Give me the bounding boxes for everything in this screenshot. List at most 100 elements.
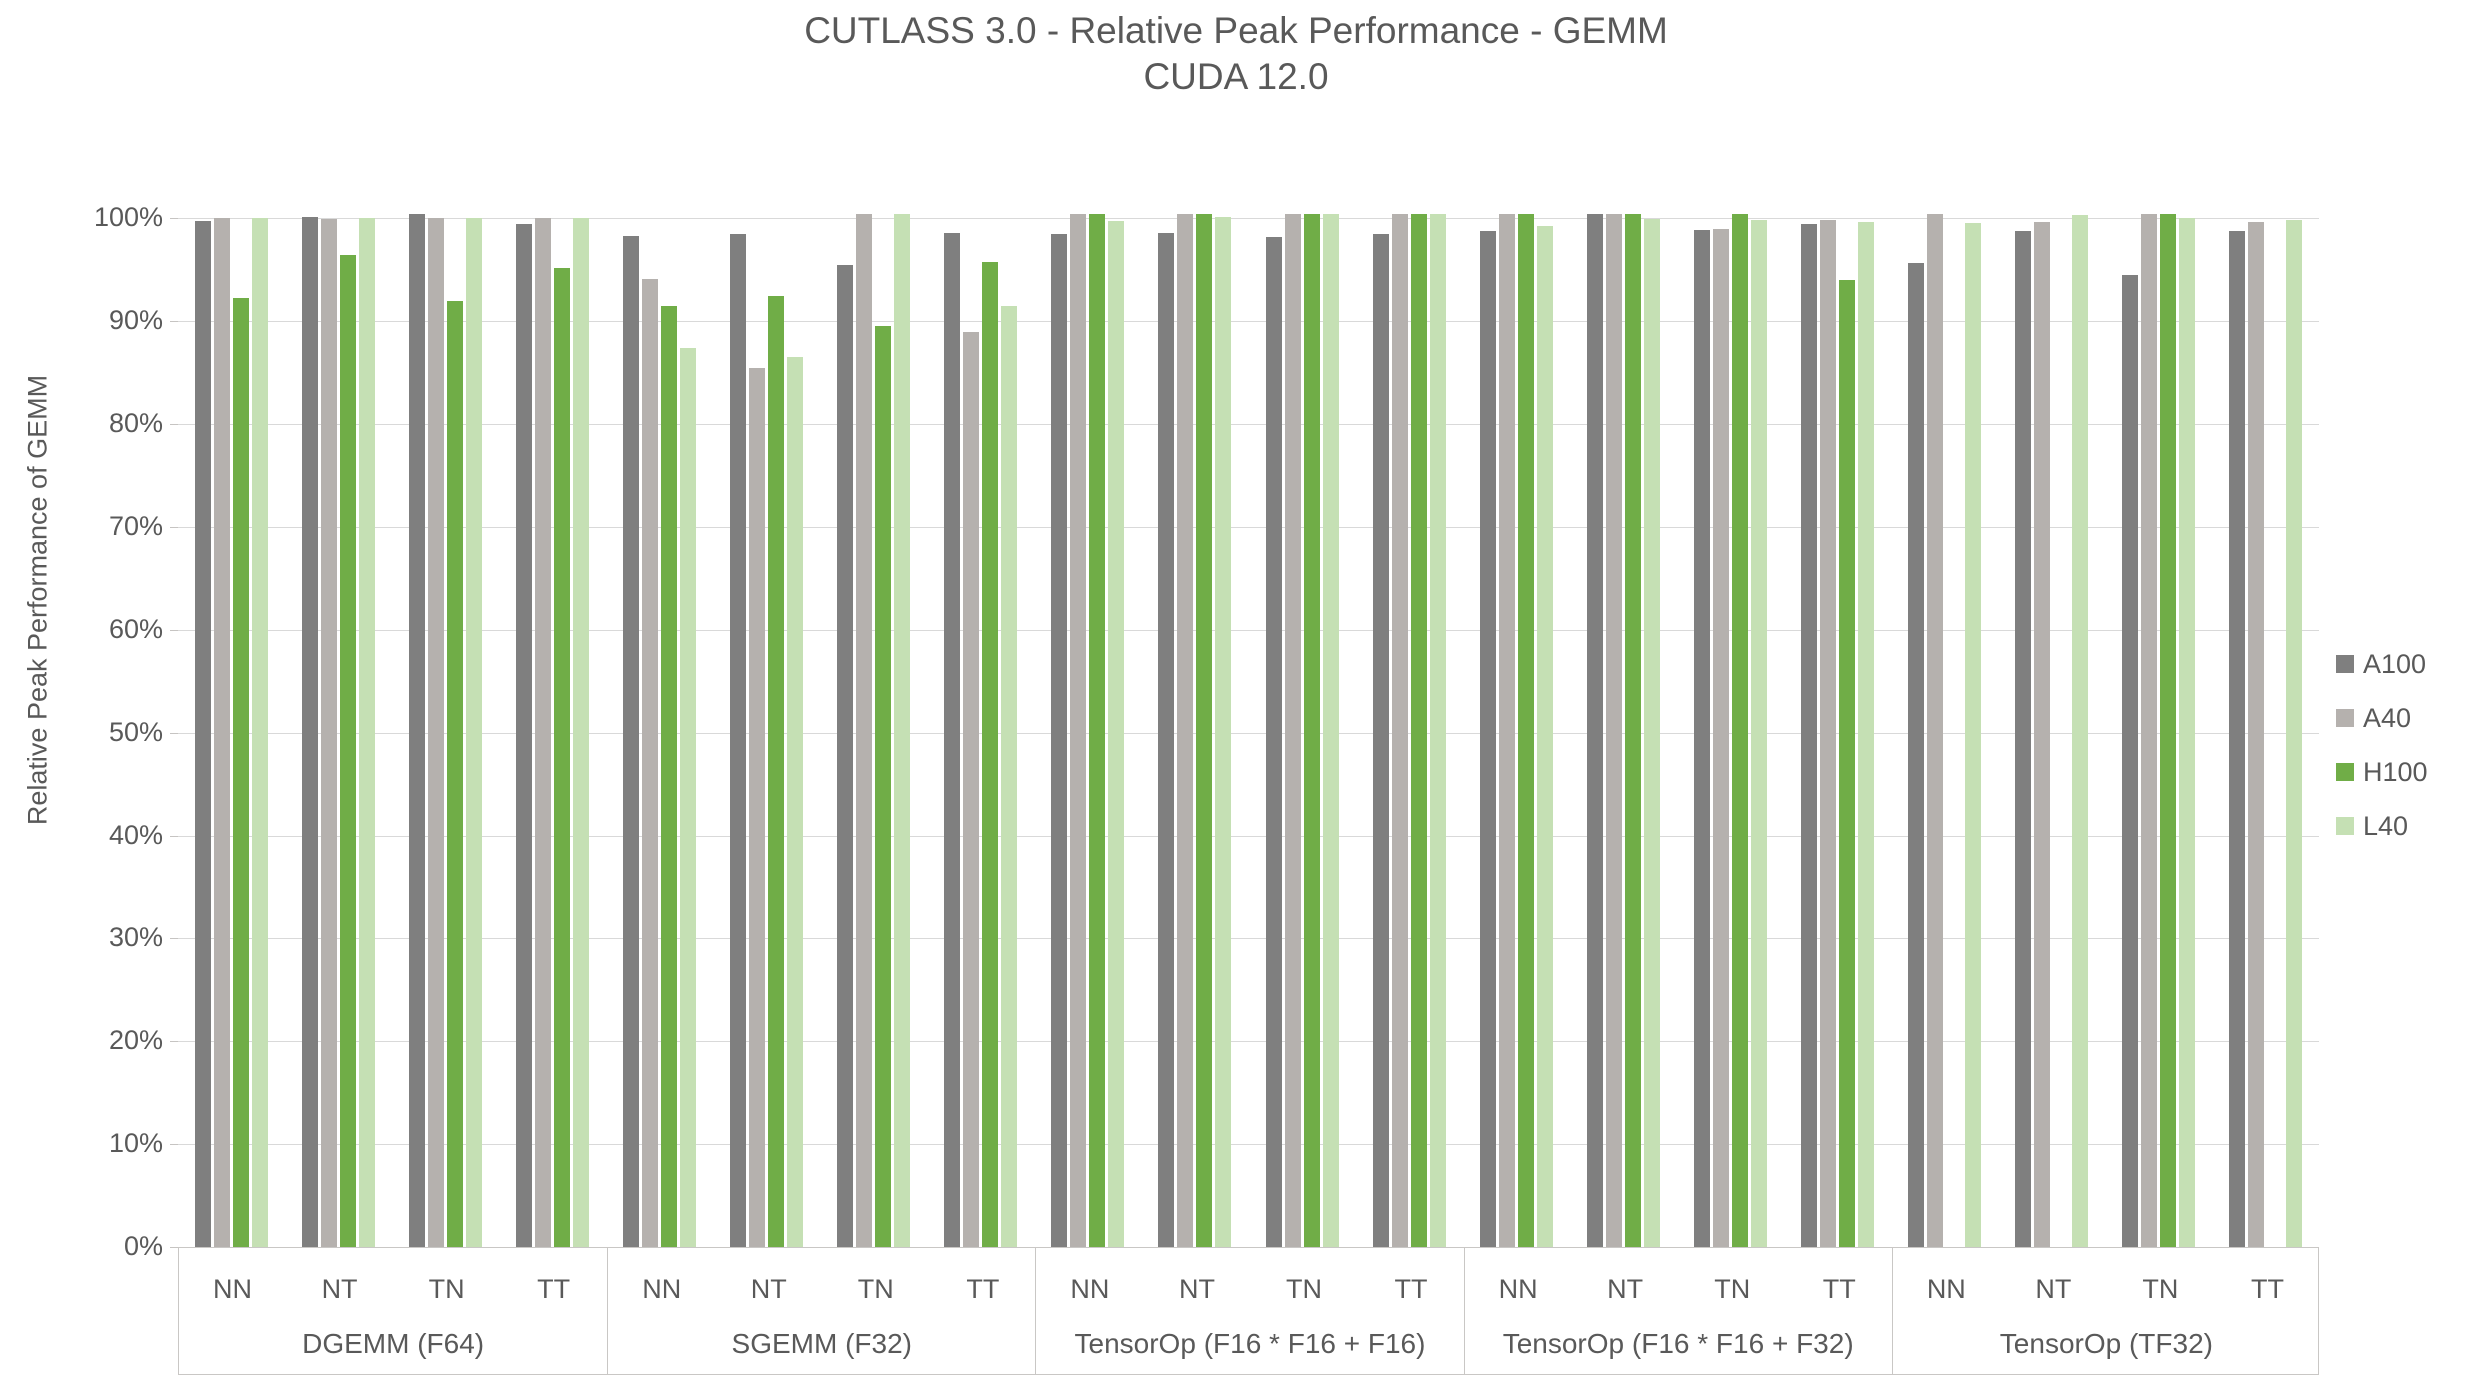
bar-a40-sgemm-f32-nn xyxy=(642,278,659,1247)
bar-a100-dgemm-f64-nn xyxy=(195,221,212,1247)
bar-a40-tensorop-f16-f16-f16-nn xyxy=(1070,214,1087,1247)
bar-a100-sgemm-f32-tn xyxy=(837,264,854,1247)
y-tick-label-40: 40% xyxy=(108,819,163,850)
y-tick-mark xyxy=(170,526,178,528)
y-tick-mark xyxy=(170,938,178,940)
bar-a100-tensorop-f16-f16-f32-tn xyxy=(1693,229,1710,1247)
y-tick-label-80: 80% xyxy=(108,408,163,439)
x-axis-label-box: NN NT TN TT DGEMM (F64) NN NT TN TT SGEMM (F32) NN… xyxy=(178,1247,2319,1375)
bar-a40-dgemm-f64-tt xyxy=(535,218,552,1247)
bar-l40-sgemm-f32-tt xyxy=(1001,305,1018,1247)
bar-a40-tensorop-tf32-nt xyxy=(2033,222,2050,1247)
bar-a40-tensorop-f16-f16-f32-tt xyxy=(1819,220,1836,1247)
bar-a100-tensorop-f16-f16-f32-nn xyxy=(1479,230,1496,1247)
legend-item-a100: A100 xyxy=(2336,649,2428,679)
bar-l40-tensorop-tf32-nn xyxy=(1964,223,1981,1247)
bar-h100-tensorop-tf32-tn xyxy=(2159,214,2176,1247)
category-label-sgemm-f32-nt: NT xyxy=(750,1274,787,1304)
y-axis-title: Relative Peak Performance of GEMM xyxy=(22,374,53,826)
y-tick-label-30: 30% xyxy=(108,922,163,953)
y-tick-mark xyxy=(170,835,178,837)
legend: A100 A40 H100 L40 xyxy=(2336,649,2428,841)
bar-a40-tensorop-f16-f16-f16-tt xyxy=(1391,214,1408,1247)
category-label-dgemm-f64-nt: NT xyxy=(321,1274,358,1304)
bar-l40-tensorop-f16-f16-f16-tt xyxy=(1429,214,1446,1247)
y-tick-mark xyxy=(170,424,178,426)
bar-a100-dgemm-f64-nt xyxy=(302,217,319,1247)
bar-l40-tensorop-f16-f16-f16-nn xyxy=(1108,221,1125,1247)
bar-l40-tensorop-f16-f16-f32-tt xyxy=(1857,222,1874,1247)
bar-h100-sgemm-f32-nt xyxy=(768,296,785,1247)
y-tick-label-20: 20% xyxy=(108,1025,163,1056)
bar-l40-dgemm-f64-nt xyxy=(359,218,376,1247)
category-label-sgemm-f32-nn: NN xyxy=(642,1274,682,1304)
y-tick-label-0: 0% xyxy=(123,1231,163,1261)
y-tick-label-60: 60% xyxy=(108,613,163,644)
legend-item-l40: L40 xyxy=(2336,810,2428,841)
y-tick-mark xyxy=(170,732,178,734)
bar-a100-tensorop-f16-f16-f16-nt xyxy=(1158,232,1175,1247)
bar-l40-tensorop-f16-f16-f32-nn xyxy=(1536,225,1553,1247)
category-label-tensorop-f16-f16-f16-tn: TN xyxy=(1286,1274,1322,1304)
chart-subtitle: CUDA 12.0 xyxy=(1143,56,1329,97)
bar-a40-tensorop-tf32-nn xyxy=(1926,214,1943,1247)
legend-swatch-icon-a100 xyxy=(2336,655,2354,673)
bar-a100-tensorop-tf32-tt xyxy=(2228,230,2245,1247)
bar-h100-sgemm-f32-tn xyxy=(875,326,892,1247)
chart-title: CUTLASS 3.0 - Relative Peak Performance … xyxy=(804,10,1668,51)
bar-a100-dgemm-f64-tn xyxy=(409,214,426,1247)
bar-l40-sgemm-f32-nn xyxy=(680,347,697,1247)
bar-h100-dgemm-f64-tt xyxy=(554,267,571,1247)
group-label-tensorop-tf32: TensorOp (TF32) xyxy=(1999,1328,2213,1359)
bar-a40-sgemm-f32-nt xyxy=(749,368,766,1247)
group-cell-sgemm-f32: NN NT TN TT SGEMM (F32) xyxy=(607,1248,1035,1374)
bar-h100-tensorop-f16-f16-f16-tn xyxy=(1303,214,1320,1247)
bar-l40-tensorop-tf32-nt xyxy=(2071,215,2088,1247)
bar-a40-tensorop-tf32-tt xyxy=(2247,222,2264,1247)
bar-a40-dgemm-f64-tn xyxy=(428,218,445,1247)
bar-a40-tensorop-f16-f16-f16-nt xyxy=(1177,214,1194,1247)
group-cell-tensorop-f16-f16-f16: NN NT TN TT TensorOp (F16 * F16 + F16) xyxy=(1035,1248,1463,1374)
bar-l40-tensorop-f16-f16-f16-tn xyxy=(1322,214,1339,1247)
category-label-tensorop-f16-f16-f16-nn: NN xyxy=(1070,1274,1110,1304)
bar-h100-dgemm-f64-tn xyxy=(447,300,464,1247)
bar-a100-tensorop-tf32-nt xyxy=(2014,230,2031,1247)
category-label-tensorop-f16-f16-f32-tt: TT xyxy=(1822,1274,1856,1304)
y-tick-mark xyxy=(170,629,178,631)
y-tick-label-50: 50% xyxy=(108,716,163,747)
category-label-tensorop-f16-f16-f16-tt: TT xyxy=(1394,1274,1428,1304)
bar-l40-dgemm-f64-tt xyxy=(573,218,590,1247)
bar-a40-dgemm-f64-nt xyxy=(321,219,338,1247)
category-label-tensorop-tf32-nn: NN xyxy=(1926,1274,1966,1304)
category-label-tensorop-f16-f16-f32-nn: NN xyxy=(1498,1274,1538,1304)
bar-h100-tensorop-f16-f16-f32-nt xyxy=(1624,214,1641,1247)
bar-l40-sgemm-f32-nt xyxy=(787,357,804,1247)
bar-h100-tensorop-f16-f16-f32-tn xyxy=(1731,214,1748,1247)
bar-l40-dgemm-f64-tn xyxy=(466,218,483,1247)
gridline-60 xyxy=(178,629,2319,631)
group-label-dgemm-f64: DGEMM (F64) xyxy=(302,1328,485,1359)
category-label-dgemm-f64-tn: TN xyxy=(428,1274,465,1304)
bar-a40-tensorop-tf32-tn xyxy=(2140,214,2157,1247)
bar-a100-tensorop-tf32-tn xyxy=(2121,274,2138,1247)
legend-label-l40: L40 xyxy=(2363,810,2409,841)
bar-a40-sgemm-f32-tn xyxy=(856,214,873,1247)
group-label-sgemm-f32: SGEMM (F32) xyxy=(731,1328,913,1359)
group-cell-tensorop-tf32: NN NT TN TT TensorOp (TF32) xyxy=(1891,1248,2320,1374)
y-tick-label-90: 90% xyxy=(108,305,163,336)
bar-a40-sgemm-f32-tt xyxy=(963,332,980,1247)
category-label-sgemm-f32-tt: TT xyxy=(966,1274,1000,1304)
bar-h100-dgemm-f64-nt xyxy=(340,255,357,1247)
bar-h100-tensorop-f16-f16-f32-tt xyxy=(1838,280,1855,1247)
gridline-20 xyxy=(178,1041,2319,1043)
bar-a40-tensorop-f16-f16-f16-tn xyxy=(1284,214,1301,1247)
plot-area xyxy=(178,208,2319,1247)
bar-l40-tensorop-f16-f16-f16-nt xyxy=(1215,217,1232,1247)
y-tick-mark xyxy=(170,1041,178,1043)
y-tick-mark xyxy=(170,1247,178,1248)
bar-a40-dgemm-f64-nn xyxy=(214,218,231,1247)
group-label-tensorop-f16-f16-f16: TensorOp (F16 * F16 + F16) xyxy=(1074,1328,1426,1359)
bar-h100-tensorop-f16-f16-f16-nt xyxy=(1196,214,1213,1247)
legend-swatch-icon-l40 xyxy=(2336,817,2354,835)
bar-h100-sgemm-f32-tt xyxy=(982,261,999,1247)
